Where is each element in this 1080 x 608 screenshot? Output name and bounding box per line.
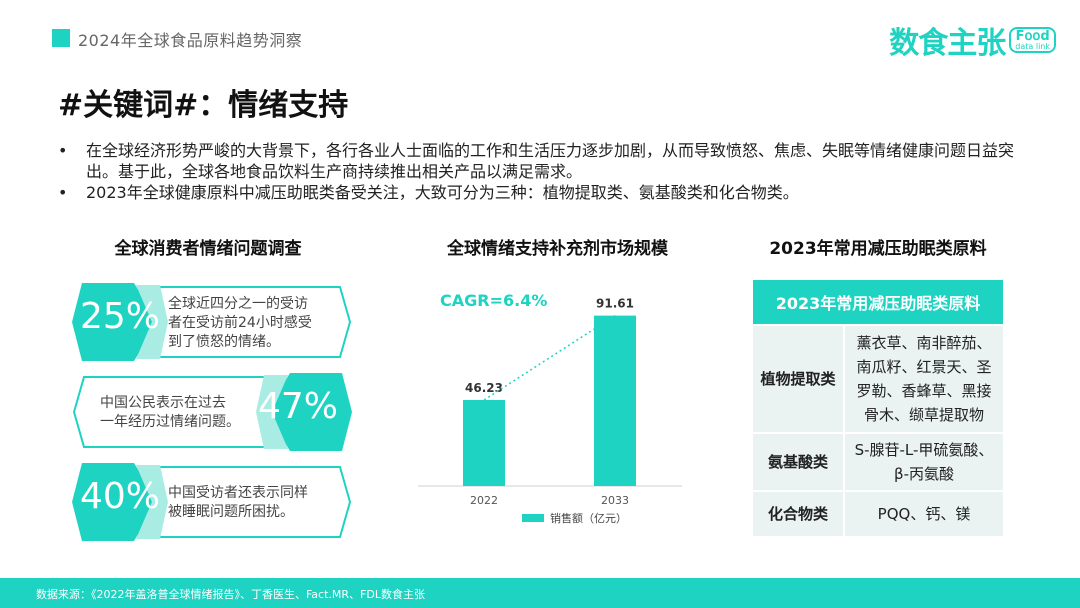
stat-line: 被睡眠问题所困扰。	[168, 504, 294, 520]
bullet-item: • 2023年全球健康原料中减压助眠类备受关注，大致可分为三种：植物提取类、氨基…	[58, 182, 1018, 203]
category-cell: 氨基酸类	[751, 432, 845, 492]
item-line: 骨木、缬草提取物	[863, 406, 984, 424]
logo-text: 数食主张	[889, 26, 1006, 61]
x-tick-label: 2022	[470, 494, 498, 507]
stat-value: 25%	[80, 296, 161, 337]
bullet-dot: •	[58, 141, 68, 160]
stat-card-shape	[72, 373, 352, 451]
stat-line: 中国公民表示在过去	[100, 395, 226, 411]
bullet-dot: •	[58, 183, 68, 202]
stat-description: 中国受访者还表示同样 被睡眠问题所困扰。	[168, 484, 308, 522]
bar-value-label: 91.61	[596, 297, 634, 311]
bar-2022	[463, 400, 505, 486]
bullet-text: 2023年全球健康原料中减压助眠类备受关注，大致可分为三种：植物提取类、氨基酸类…	[86, 183, 799, 202]
table-row: 氨基酸类 S-腺苷-L-甲硫氨酸、 β-丙氨酸	[751, 432, 1005, 492]
table-row: 化合物类 PQQ、钙、镁	[751, 490, 1005, 538]
page-title: #关键词#：情绪支持	[58, 88, 349, 123]
bar-chart-svg: CAGR=6.4% 46.23 2022 91.61 2033 销售额（亿元）	[418, 291, 682, 525]
stat-line: 到了愤怒的情绪。	[168, 334, 280, 350]
bullet-item: • 在全球经济形势严峻的大背景下，各行各业人士面临的工作和生活压力逐步加剧，从而…	[58, 140, 1018, 182]
stat-line: 一年经历过情绪问题。	[100, 414, 240, 430]
item-line: 罗勒、香蜂草、黑接	[856, 382, 992, 400]
item-line: PQQ、钙、镁	[877, 505, 971, 523]
cagr-annotation: CAGR=6.4%	[440, 291, 547, 310]
stat-line: 者在受访前24小时感受	[168, 315, 312, 331]
items-cell: 薰衣草、南非醉茄、 南瓜籽、红景天、圣 罗勒、香蜂草、黑接 骨木、缬草提取物	[843, 324, 1005, 434]
ingredients-table: 2023年常用减压助眠类原料 植物提取类 薰衣草、南非醉茄、 南瓜籽、红景天、圣…	[751, 278, 1005, 538]
stat-line: 中国受访者还表示同样	[168, 485, 308, 501]
items-cell: PQQ、钙、镁	[843, 490, 1005, 538]
stat-description: 全球近四分之一的受访 者在受访前24小时感受 到了愤怒的情绪。	[168, 295, 312, 352]
cagr-trend-line	[483, 314, 616, 401]
table-row: 植物提取类 薰衣草、南非醉茄、 南瓜籽、红景天、圣 罗勒、香蜂草、黑接 骨木、缬…	[751, 324, 1005, 434]
stat-card-sleep: 40% 中国受访者还表示同样 被睡眠问题所困扰。	[72, 463, 352, 541]
ingredients-title: 2023年常用减压助眠类原料	[769, 239, 987, 259]
items-cell: S-腺苷-L-甲硫氨酸、 β-丙氨酸	[843, 432, 1005, 492]
footer-bar: 数据来源：《2022年盖洛普全球情绪报告》、丁香医生、Fact.MR、FDL数食…	[0, 578, 1080, 608]
stat-card-shape	[72, 463, 352, 541]
section-marker	[52, 29, 70, 47]
bullet-list: • 在全球经济形势严峻的大背景下，各行各业人士面临的工作和生活压力逐步加剧，从而…	[58, 140, 1018, 203]
category-cell: 化合物类	[751, 490, 845, 538]
data-source-note: 数据来源：《2022年盖洛普全球情绪报告》、丁香医生、Fact.MR、FDL数食…	[36, 588, 425, 601]
survey-title: 全球消费者情绪问题调查	[114, 239, 302, 259]
bar-value-label: 46.23	[465, 381, 503, 395]
stat-value: 47%	[258, 386, 339, 427]
market-size-chart: CAGR=6.4% 46.23 2022 91.61 2033 销售额（亿元）	[410, 280, 690, 530]
stat-line: 全球近四分之一的受访	[168, 296, 308, 312]
stat-value: 40%	[80, 476, 161, 517]
stat-description: 中国公民表示在过去 一年经历过情绪问题。	[100, 394, 240, 432]
stat-card-shape	[72, 283, 352, 361]
legend-label: 销售额（亿元）	[550, 511, 627, 525]
logo-badge: F𝗈𝗈d data link	[1009, 27, 1056, 53]
legend-swatch	[522, 514, 544, 522]
bar-2033	[594, 315, 636, 486]
section-title: 2024年全球食品原料趋势洞察	[78, 31, 303, 50]
item-line: β-丙氨酸	[894, 465, 954, 483]
x-tick-label: 2033	[601, 494, 629, 507]
logo-badge-top: F𝗈𝗈d	[1015, 29, 1050, 44]
bullet-text: 在全球经济形势严峻的大背景下，各行各业人士面临的工作和生活压力逐步加剧，从而导致…	[86, 141, 1015, 181]
logo-badge-bottom: data link	[1015, 42, 1050, 51]
table-header-row: 2023年常用减压助眠类原料	[751, 278, 1005, 326]
market-title: 全球情绪支持补充剂市场规模	[447, 239, 668, 259]
item-line: 薰衣草、南非醉茄、	[856, 334, 992, 352]
stat-card-anger: 25% 全球近四分之一的受访 者在受访前24小时感受 到了愤怒的情绪。	[72, 283, 352, 361]
table-header: 2023年常用减压助眠类原料	[751, 278, 1005, 326]
brand-logo: 数食主张 F𝗈𝗈d data link	[889, 20, 1056, 61]
item-line: S-腺苷-L-甲硫氨酸、	[854, 441, 994, 459]
category-cell: 植物提取类	[751, 324, 845, 434]
item-line: 南瓜籽、红景天、圣	[856, 358, 992, 376]
stat-card-emotion: 47% 中国公民表示在过去 一年经历过情绪问题。	[72, 373, 352, 451]
